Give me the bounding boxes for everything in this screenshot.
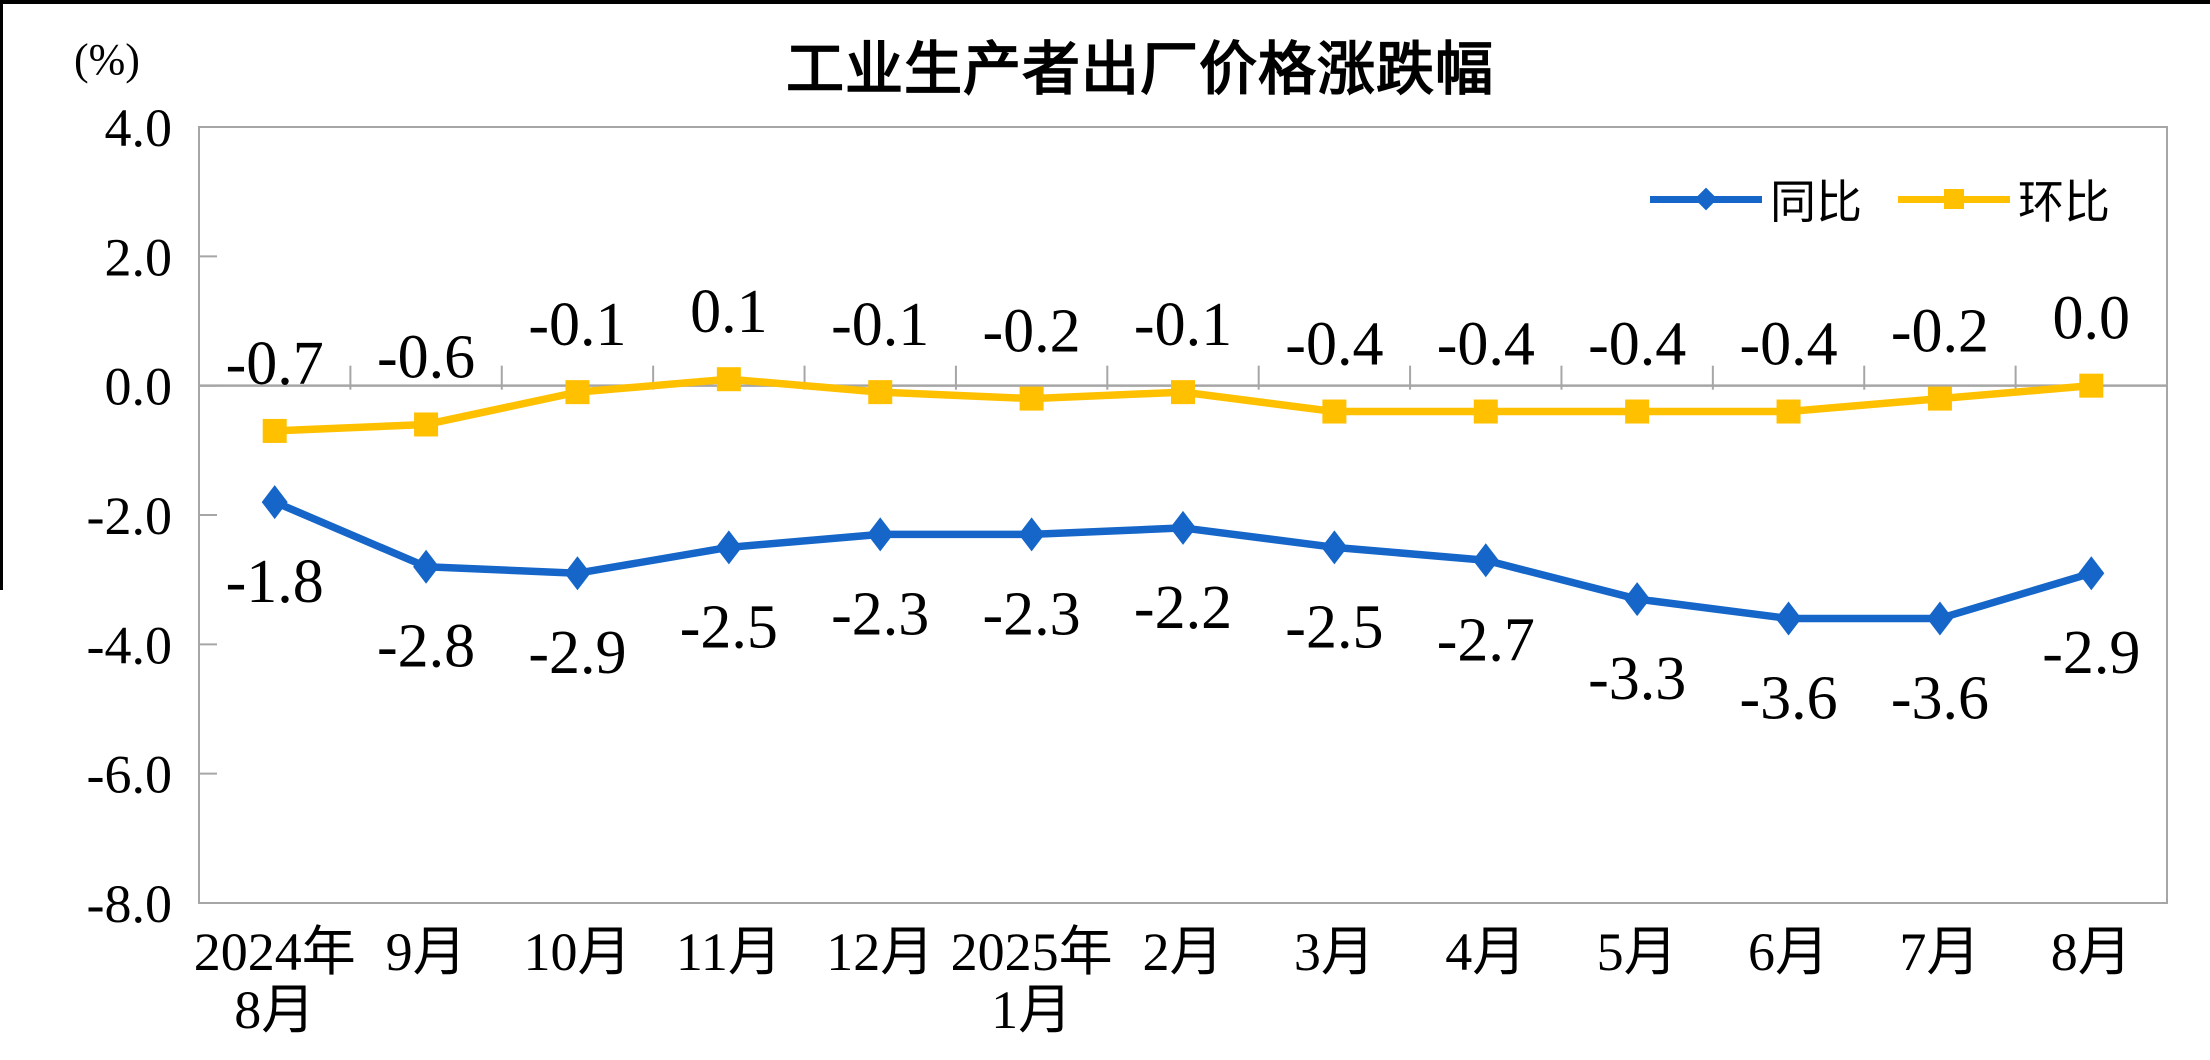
data-point-diamond-marker bbox=[261, 485, 288, 520]
data-point-square-marker bbox=[565, 380, 590, 405]
data-point-square-marker bbox=[1927, 386, 1952, 411]
legend-item-tongbi: 同比 bbox=[1650, 166, 1862, 232]
y-axis-label: -6.0 bbox=[87, 745, 172, 805]
legend-label-tongbi: 同比 bbox=[1770, 177, 1862, 228]
x-axis-label: 7月 bbox=[1899, 922, 1980, 982]
data-label: -0.4 bbox=[1285, 311, 1383, 379]
x-axis-label: 4月 bbox=[1445, 922, 1526, 982]
y-axis-label: -8.0 bbox=[87, 874, 172, 934]
data-point-square-marker bbox=[2079, 373, 2104, 398]
legend-label-huanbi: 环比 bbox=[2018, 177, 2110, 228]
data-label: -1.8 bbox=[226, 548, 324, 616]
data-label: -2.3 bbox=[831, 580, 929, 648]
data-label: -2.7 bbox=[1437, 606, 1535, 674]
data-point-diamond-marker bbox=[1926, 601, 1953, 636]
data-label: -2.9 bbox=[528, 619, 626, 687]
y-axis-label: 0.0 bbox=[105, 357, 173, 417]
data-point-diamond-marker bbox=[1775, 601, 1802, 636]
y-axis-label: -2.0 bbox=[87, 486, 172, 546]
chart-title: 工业生产者出厂价格涨跌幅 bbox=[785, 37, 1495, 102]
legend-line-sample-huanbi bbox=[1898, 189, 2010, 209]
data-label: -0.2 bbox=[1891, 298, 1989, 366]
x-axis-label: 6月 bbox=[1748, 922, 1829, 982]
data-point-square-marker bbox=[1473, 399, 1498, 424]
data-label: -2.3 bbox=[983, 580, 1081, 648]
data-label: -0.1 bbox=[831, 291, 929, 359]
data-label: -0.7 bbox=[226, 330, 324, 398]
screenshot-left-border bbox=[0, 0, 3, 590]
x-axis-label: 9月 bbox=[386, 922, 467, 982]
data-label: -3.6 bbox=[1891, 664, 1989, 732]
y-axis-label: 4.0 bbox=[105, 98, 173, 158]
data-label: 0.0 bbox=[2053, 285, 2131, 353]
x-axis-label: 2025年 bbox=[951, 922, 1113, 982]
legend: 同比 环比 bbox=[1650, 166, 2110, 232]
x-axis-label: 8月 bbox=[2051, 922, 2132, 982]
data-label: -2.2 bbox=[1134, 574, 1232, 642]
x-axis-label: 10月 bbox=[523, 922, 631, 982]
y-axis-label: 2.0 bbox=[105, 227, 173, 287]
data-point-square-marker bbox=[1019, 386, 1044, 411]
data-point-square-marker bbox=[414, 412, 439, 437]
data-point-diamond-marker bbox=[1018, 517, 1045, 552]
data-label: -0.4 bbox=[1437, 311, 1535, 379]
data-point-square-marker bbox=[1322, 399, 1347, 424]
legend-item-huanbi: 环比 bbox=[1898, 166, 2110, 232]
data-label: -0.1 bbox=[528, 291, 626, 359]
x-axis-label: 11月 bbox=[676, 922, 782, 982]
data-point-square-marker bbox=[262, 418, 287, 443]
data-label: -0.4 bbox=[1739, 311, 1837, 379]
y-axis-label: -4.0 bbox=[87, 615, 172, 675]
data-point-diamond-marker bbox=[1170, 510, 1196, 545]
x-axis-label-line2: 1月 bbox=[991, 980, 1072, 1040]
data-label: -3.3 bbox=[1588, 645, 1686, 713]
screenshot-top-border bbox=[0, 0, 2210, 4]
data-point-diamond-marker bbox=[1321, 530, 1348, 565]
data-point-square-marker bbox=[716, 367, 741, 392]
data-label: -0.2 bbox=[983, 298, 1081, 366]
data-label: -2.5 bbox=[1285, 593, 1383, 661]
data-label: -2.5 bbox=[680, 593, 778, 661]
x-axis-label: 2月 bbox=[1143, 922, 1224, 982]
data-label: -2.8 bbox=[377, 613, 475, 681]
data-point-square-marker bbox=[1776, 399, 1801, 424]
data-point-diamond-marker bbox=[715, 530, 742, 565]
square-marker-icon bbox=[1944, 189, 1964, 209]
x-axis-label: 5月 bbox=[1597, 922, 1678, 982]
data-label: -3.6 bbox=[1739, 664, 1837, 732]
data-label: -0.6 bbox=[377, 323, 475, 391]
data-point-diamond-marker bbox=[1624, 582, 1651, 617]
data-point-square-marker bbox=[868, 380, 893, 405]
data-point-square-marker bbox=[1171, 380, 1195, 405]
data-label: -0.4 bbox=[1588, 311, 1686, 379]
data-label: 0.1 bbox=[690, 278, 768, 346]
y-axis-unit-label: (%) bbox=[74, 35, 140, 84]
data-point-diamond-marker bbox=[867, 517, 894, 552]
legend-line-sample-tongbi bbox=[1650, 187, 1762, 211]
x-axis-label: 12月 bbox=[826, 922, 934, 982]
x-axis-label: 2024年 bbox=[194, 922, 356, 982]
data-point-square-marker bbox=[1625, 399, 1650, 424]
data-label: -2.9 bbox=[2042, 619, 2140, 687]
data-point-diamond-marker bbox=[2078, 556, 2105, 591]
data-label: -0.1 bbox=[1134, 291, 1232, 359]
data-point-diamond-marker bbox=[564, 556, 591, 591]
x-axis-label-line2: 8月 bbox=[234, 980, 315, 1040]
x-axis-label: 3月 bbox=[1294, 922, 1375, 982]
data-point-diamond-marker bbox=[1472, 543, 1499, 578]
data-point-diamond-marker bbox=[413, 549, 440, 584]
